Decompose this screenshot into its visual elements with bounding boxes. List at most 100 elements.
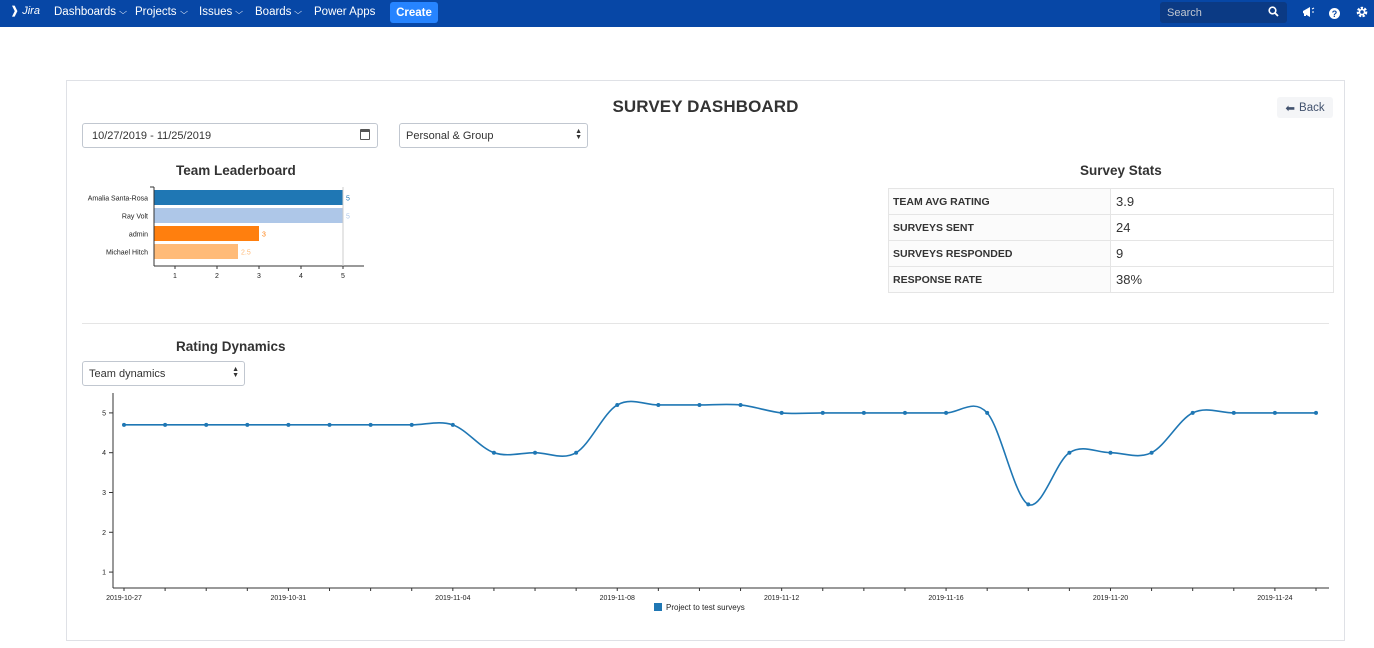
- dynamics-data-point: [122, 422, 126, 427]
- stats-row: TEAM AVG RATING 3.9: [888, 188, 1334, 215]
- settings-icon[interactable]: [1355, 5, 1369, 19]
- select-arrows-icon: ▲ ▼: [575, 128, 582, 141]
- leaderboard-title: Team Leaderboard: [176, 163, 296, 178]
- dynamics-data-point: [697, 402, 702, 407]
- help-icon[interactable]: ?: [1329, 8, 1340, 19]
- dynamics-data-point: [861, 410, 866, 415]
- leaderboard-value-label: 3: [262, 232, 266, 239]
- survey-stats-table: TEAM AVG RATING 3.9 SURVEYS SENT 24 SURVEY…: [888, 188, 1334, 293]
- dynamics-series-line: [123, 400, 1316, 506]
- dynamics-x-tick-label: 2019-10-27: [106, 595, 142, 602]
- back-button-label: Back: [1299, 101, 1325, 114]
- dynamics-y-tick-label: 5: [102, 410, 106, 417]
- notifications-icon[interactable]: [1301, 5, 1315, 19]
- chevron-down-icon: ⌵: [179, 7, 188, 16]
- stats-value: 3.9: [1110, 188, 1334, 215]
- dynamics-data-point: [820, 410, 825, 415]
- leaderboard-category-label: Amalia Santa-Rosa: [88, 196, 148, 203]
- scope-select[interactable]: Personal & Group ▲ ▼: [399, 123, 588, 148]
- date-range-value: 10/27/2019 - 11/25/2019: [92, 129, 212, 142]
- stats-row: RESPONSE RATE 38%: [888, 266, 1334, 293]
- stats-label: SURVEYS SENT: [888, 214, 1111, 241]
- nav-dashboards[interactable]: Dashboards ⌵: [54, 6, 127, 18]
- back-button[interactable]: ⬅ Back: [1277, 97, 1333, 118]
- search-input[interactable]: Search: [1160, 2, 1287, 23]
- leaderboard-x-tick-label: 1: [173, 273, 177, 280]
- dynamics-y-tick-label: 3: [102, 490, 106, 497]
- dynamics-select[interactable]: Team dynamics ▲ ▼: [82, 361, 245, 386]
- leaderboard-category-label: admin: [129, 232, 148, 239]
- dynamics-data-point: [574, 450, 579, 455]
- leaderboard-bar: [154, 244, 238, 259]
- dynamics-x-tick-label: 2019-11-04: [435, 595, 470, 602]
- nav-power-apps-label: Power Apps: [314, 6, 376, 18]
- dynamics-data-point: [409, 422, 414, 427]
- nav-boards[interactable]: Boards ⌵: [255, 6, 302, 18]
- dynamics-x-tick-label: 2019-11-20: [1093, 595, 1128, 602]
- leaderboard-x-tick-label: 5: [341, 273, 345, 280]
- legend-swatch: [654, 603, 662, 611]
- nav-dashboards-label: Dashboards: [54, 6, 117, 18]
- leaderboard-value-label: 5: [346, 196, 350, 203]
- jira-logo-icon: ❱: [10, 5, 20, 17]
- nav-issues[interactable]: Issues ⌵: [199, 6, 243, 18]
- stats-value: 9: [1110, 240, 1334, 267]
- leaderboard-x-tick-label: 3: [257, 273, 261, 280]
- dynamics-data-point: [1314, 410, 1318, 415]
- dynamics-data-point: [450, 422, 455, 427]
- leaderboard-chart: Amalia Santa-Rosa 5 Ray Volt 5 admin 3 Michael…: [88, 186, 364, 280]
- date-range-input[interactable]: 10/27/2019 - 11/25/2019: [82, 123, 378, 148]
- jira-logo[interactable]: ❱ Jira: [10, 4, 40, 18]
- dynamics-data-point: [245, 422, 250, 427]
- back-arrow-icon: ⬅: [1285, 102, 1296, 115]
- dynamics-data-point: [1108, 450, 1113, 455]
- stats-label: RESPONSE RATE: [888, 266, 1111, 293]
- stats-row: SURVEYS SENT 24: [888, 214, 1334, 241]
- dynamics-x-tick-label: 2019-10-31: [271, 595, 307, 602]
- scope-select-value: Personal & Group: [406, 129, 494, 142]
- chevron-down-icon: ⌵: [294, 7, 303, 16]
- dynamics-data-point: [1026, 502, 1031, 507]
- leaderboard-category-label: Michael Hitch: [106, 250, 148, 257]
- nav-projects[interactable]: Projects ⌵: [135, 6, 188, 18]
- dynamics-data-point: [902, 410, 907, 415]
- create-button[interactable]: Create: [390, 2, 438, 23]
- calendar-icon[interactable]: [360, 129, 370, 140]
- dynamics-x-tick-label: 2019-11-24: [1257, 595, 1292, 602]
- survey-dashboard-panel: SURVEY DASHBOARD ⬅ Back 10/27/2019 - 11/…: [66, 80, 1345, 641]
- page-title: SURVEY DASHBOARD: [612, 97, 799, 116]
- dynamics-data-point: [368, 422, 373, 427]
- dynamics-select-value: Team dynamics: [89, 367, 166, 380]
- dynamics-y-tick-label: 1: [102, 570, 106, 577]
- nav-boards-label: Boards: [255, 6, 292, 18]
- search-icon[interactable]: [1268, 6, 1279, 17]
- dynamics-data-point: [327, 422, 332, 427]
- survey-stats-title: Survey Stats: [1080, 163, 1162, 178]
- stats-row: SURVEYS RESPONDED 9: [888, 240, 1334, 267]
- nav-issues-label: Issues: [199, 6, 233, 18]
- dynamics-x-tick-label: 2019-11-12: [764, 595, 799, 602]
- leaderboard-x-tick-label: 2: [215, 273, 219, 280]
- leaderboard-category-label: Ray Volt: [122, 214, 148, 221]
- dynamics-data-point: [779, 410, 784, 415]
- stats-label: TEAM AVG RATING: [888, 188, 1111, 215]
- rating-dynamics-chart: 1 2 3 4 5 2019-10-27 2019-10-31 2019-11-04 2019-…: [102, 393, 1329, 612]
- leaderboard-bar: [154, 226, 259, 241]
- dynamics-data-point: [491, 450, 496, 455]
- stats-value: 38%: [1110, 266, 1334, 293]
- nav-power-apps[interactable]: Power Apps: [314, 6, 375, 18]
- dynamics-data-point: [656, 402, 661, 407]
- nav-projects-label: Projects: [135, 6, 177, 18]
- dynamics-y-tick-label: 4: [102, 450, 106, 457]
- dynamics-x-tick-label: 2019-11-08: [600, 595, 635, 602]
- leaderboard-x-tick-label: 4: [299, 273, 303, 280]
- dynamics-data-point: [204, 422, 209, 427]
- dynamics-x-tick-label: 2019-11-16: [928, 595, 963, 602]
- leaderboard-bar: [154, 190, 343, 205]
- dynamics-data-point: [286, 422, 291, 427]
- dynamics-y-tick-label: 2: [102, 530, 106, 537]
- dynamics-data-point: [1231, 410, 1236, 415]
- legend-label: Project to test surveys: [666, 603, 745, 612]
- dynamics-data-point: [1272, 410, 1277, 415]
- dynamics-data-point: [1149, 450, 1154, 455]
